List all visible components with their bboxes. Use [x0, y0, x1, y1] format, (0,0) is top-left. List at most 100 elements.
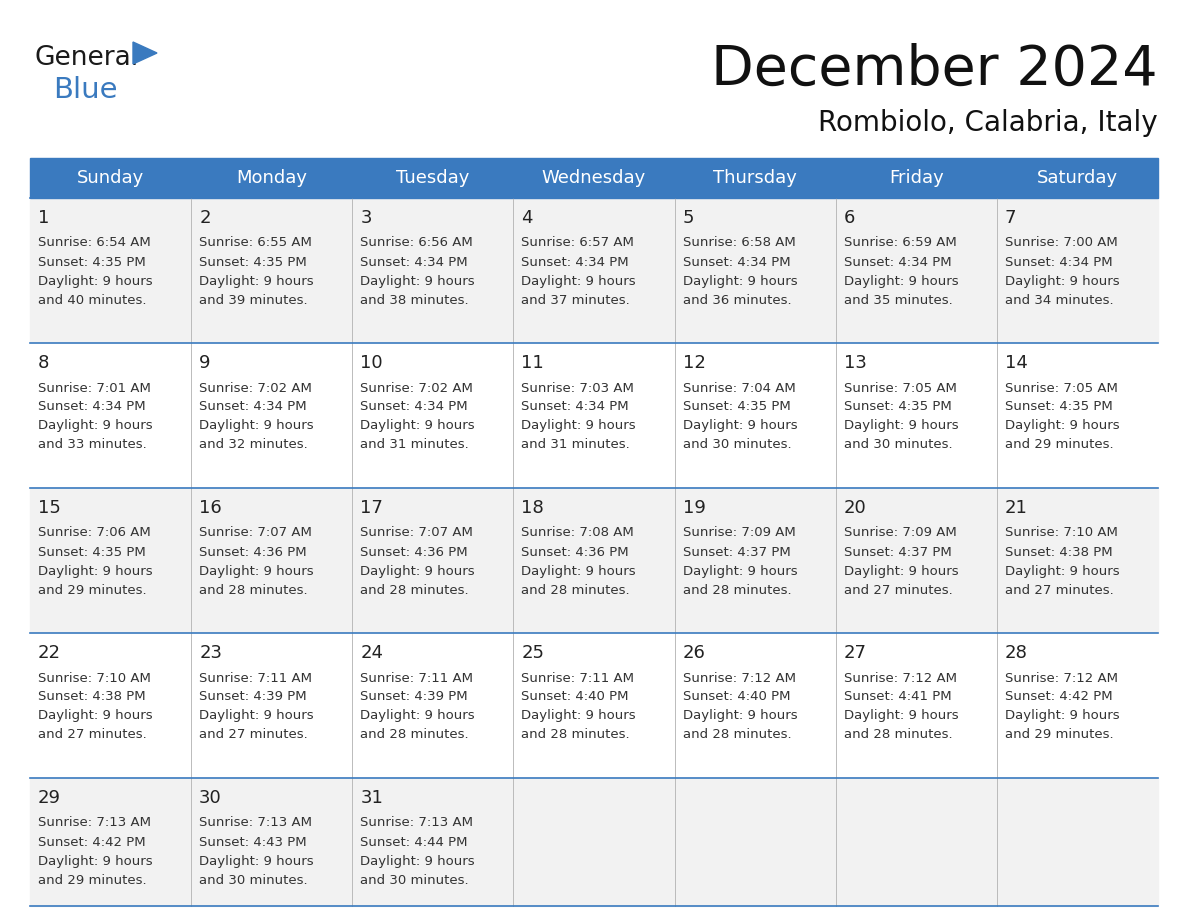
Text: Sunrise: 6:56 AM: Sunrise: 6:56 AM: [360, 237, 473, 250]
Text: Sunrise: 7:13 AM: Sunrise: 7:13 AM: [360, 816, 473, 830]
Text: Daylight: 9 hours: Daylight: 9 hours: [843, 420, 959, 432]
Bar: [30, 633, 1158, 778]
Text: Daylight: 9 hours: Daylight: 9 hours: [843, 274, 959, 287]
Text: Sunrise: 7:06 AM: Sunrise: 7:06 AM: [38, 527, 151, 540]
Text: 26: 26: [683, 644, 706, 662]
Text: 19: 19: [683, 499, 706, 517]
Text: Sunday: Sunday: [77, 169, 144, 187]
Text: and 29 minutes.: and 29 minutes.: [1005, 729, 1113, 742]
Text: and 27 minutes.: and 27 minutes.: [843, 584, 953, 597]
Text: and 35 minutes.: and 35 minutes.: [843, 294, 953, 307]
Text: Daylight: 9 hours: Daylight: 9 hours: [38, 710, 152, 722]
Text: Sunset: 4:35 PM: Sunset: 4:35 PM: [843, 400, 952, 413]
Text: Daylight: 9 hours: Daylight: 9 hours: [38, 420, 152, 432]
Text: and 28 minutes.: and 28 minutes.: [843, 729, 953, 742]
Text: and 32 minutes.: and 32 minutes.: [200, 439, 308, 452]
Text: 16: 16: [200, 499, 222, 517]
Text: Sunset: 4:39 PM: Sunset: 4:39 PM: [200, 690, 307, 703]
Text: and 29 minutes.: and 29 minutes.: [1005, 439, 1113, 452]
Text: 25: 25: [522, 644, 544, 662]
Bar: [30, 343, 1158, 488]
Text: and 30 minutes.: and 30 minutes.: [360, 874, 469, 887]
Text: Sunset: 4:41 PM: Sunset: 4:41 PM: [843, 690, 952, 703]
Text: Sunrise: 7:09 AM: Sunrise: 7:09 AM: [843, 527, 956, 540]
Text: Sunset: 4:34 PM: Sunset: 4:34 PM: [1005, 255, 1112, 268]
Text: 28: 28: [1005, 644, 1028, 662]
Text: Sunset: 4:34 PM: Sunset: 4:34 PM: [38, 400, 146, 413]
Text: Daylight: 9 hours: Daylight: 9 hours: [522, 420, 636, 432]
Text: 23: 23: [200, 644, 222, 662]
Text: Daylight: 9 hours: Daylight: 9 hours: [38, 274, 152, 287]
Text: Tuesday: Tuesday: [396, 169, 469, 187]
Text: Sunrise: 7:07 AM: Sunrise: 7:07 AM: [360, 527, 473, 540]
Text: Sunset: 4:36 PM: Sunset: 4:36 PM: [522, 545, 630, 558]
Text: Sunrise: 7:11 AM: Sunrise: 7:11 AM: [200, 671, 312, 685]
Text: and 28 minutes.: and 28 minutes.: [360, 584, 469, 597]
Text: Sunrise: 6:58 AM: Sunrise: 6:58 AM: [683, 237, 795, 250]
Text: and 27 minutes.: and 27 minutes.: [38, 729, 147, 742]
Text: and 30 minutes.: and 30 minutes.: [200, 874, 308, 887]
Bar: [30, 158, 1158, 198]
Text: Sunrise: 7:12 AM: Sunrise: 7:12 AM: [843, 671, 956, 685]
Text: Sunset: 4:39 PM: Sunset: 4:39 PM: [360, 690, 468, 703]
Text: 3: 3: [360, 209, 372, 227]
Text: Daylight: 9 hours: Daylight: 9 hours: [843, 565, 959, 577]
Text: Rombiolo, Calabria, Italy: Rombiolo, Calabria, Italy: [819, 109, 1158, 137]
Text: Sunset: 4:34 PM: Sunset: 4:34 PM: [843, 255, 952, 268]
Text: 31: 31: [360, 789, 384, 807]
Text: December 2024: December 2024: [712, 43, 1158, 97]
Text: Friday: Friday: [889, 169, 943, 187]
Text: Daylight: 9 hours: Daylight: 9 hours: [683, 274, 797, 287]
Text: Sunrise: 7:02 AM: Sunrise: 7:02 AM: [200, 382, 312, 395]
Text: 2: 2: [200, 209, 210, 227]
Text: Sunrise: 6:54 AM: Sunrise: 6:54 AM: [38, 237, 151, 250]
Text: Daylight: 9 hours: Daylight: 9 hours: [522, 565, 636, 577]
Text: Sunset: 4:40 PM: Sunset: 4:40 PM: [683, 690, 790, 703]
Text: Sunrise: 7:07 AM: Sunrise: 7:07 AM: [200, 527, 312, 540]
Text: Daylight: 9 hours: Daylight: 9 hours: [843, 710, 959, 722]
Text: Sunrise: 7:10 AM: Sunrise: 7:10 AM: [38, 671, 151, 685]
Text: Sunset: 4:42 PM: Sunset: 4:42 PM: [1005, 690, 1112, 703]
Text: Sunrise: 7:09 AM: Sunrise: 7:09 AM: [683, 527, 795, 540]
Text: Daylight: 9 hours: Daylight: 9 hours: [522, 710, 636, 722]
Bar: [30, 488, 1158, 633]
Text: Daylight: 9 hours: Daylight: 9 hours: [200, 565, 314, 577]
Text: 5: 5: [683, 209, 694, 227]
Text: Sunset: 4:34 PM: Sunset: 4:34 PM: [683, 255, 790, 268]
Text: 21: 21: [1005, 499, 1028, 517]
Text: and 30 minutes.: and 30 minutes.: [843, 439, 953, 452]
Text: and 29 minutes.: and 29 minutes.: [38, 874, 146, 887]
Text: Sunset: 4:35 PM: Sunset: 4:35 PM: [1005, 400, 1113, 413]
Text: Daylight: 9 hours: Daylight: 9 hours: [38, 855, 152, 868]
Text: Daylight: 9 hours: Daylight: 9 hours: [200, 710, 314, 722]
Text: and 36 minutes.: and 36 minutes.: [683, 294, 791, 307]
Text: Daylight: 9 hours: Daylight: 9 hours: [360, 710, 475, 722]
Text: Daylight: 9 hours: Daylight: 9 hours: [360, 420, 475, 432]
Text: and 40 minutes.: and 40 minutes.: [38, 294, 146, 307]
Text: Sunset: 4:35 PM: Sunset: 4:35 PM: [38, 255, 146, 268]
Text: and 31 minutes.: and 31 minutes.: [360, 439, 469, 452]
Polygon shape: [133, 42, 157, 64]
Text: Sunrise: 7:03 AM: Sunrise: 7:03 AM: [522, 382, 634, 395]
Text: 29: 29: [38, 789, 61, 807]
Text: and 28 minutes.: and 28 minutes.: [522, 584, 630, 597]
Text: 27: 27: [843, 644, 867, 662]
Text: and 28 minutes.: and 28 minutes.: [360, 729, 469, 742]
Text: Sunrise: 7:13 AM: Sunrise: 7:13 AM: [38, 816, 151, 830]
Text: and 39 minutes.: and 39 minutes.: [200, 294, 308, 307]
Text: 4: 4: [522, 209, 533, 227]
Text: Sunset: 4:36 PM: Sunset: 4:36 PM: [200, 545, 307, 558]
Text: Daylight: 9 hours: Daylight: 9 hours: [1005, 710, 1119, 722]
Text: and 28 minutes.: and 28 minutes.: [683, 584, 791, 597]
Text: 22: 22: [38, 644, 61, 662]
Text: Sunrise: 7:02 AM: Sunrise: 7:02 AM: [360, 382, 473, 395]
Text: 9: 9: [200, 354, 210, 372]
Text: Sunset: 4:43 PM: Sunset: 4:43 PM: [200, 835, 307, 848]
Text: Daylight: 9 hours: Daylight: 9 hours: [683, 565, 797, 577]
Text: 11: 11: [522, 354, 544, 372]
Text: Daylight: 9 hours: Daylight: 9 hours: [522, 274, 636, 287]
Text: 10: 10: [360, 354, 383, 372]
Text: and 38 minutes.: and 38 minutes.: [360, 294, 469, 307]
Text: Daylight: 9 hours: Daylight: 9 hours: [200, 420, 314, 432]
Text: 17: 17: [360, 499, 384, 517]
